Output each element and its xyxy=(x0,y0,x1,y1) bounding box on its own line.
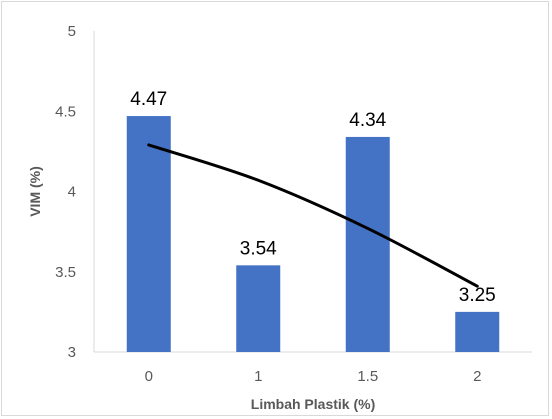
x-tick-label: 0 xyxy=(145,368,153,385)
y-tick-label: 3 xyxy=(68,344,76,361)
bars xyxy=(126,116,500,352)
y-axis-title: VIM (%) xyxy=(27,166,43,217)
trendline xyxy=(147,143,479,288)
data-label: 3.25 xyxy=(459,285,496,306)
y-tick-label: 3.5 xyxy=(55,264,76,281)
bar xyxy=(236,265,281,352)
y-axis-ticks: 3 3.5 4 4.5 5 xyxy=(55,23,76,361)
data-label: 3.54 xyxy=(240,238,277,259)
y-tick-label: 4 xyxy=(68,184,76,201)
data-label: 4.34 xyxy=(349,110,386,131)
x-tick-label: 1 xyxy=(254,368,262,385)
x-axis-ticks: 0 1 1.5 2 xyxy=(145,368,482,385)
y-tick-label: 4.5 xyxy=(55,103,76,120)
x-tick-label: 1.5 xyxy=(357,368,378,385)
data-labels: 4.47 3.54 4.34 3.25 xyxy=(130,89,495,306)
x-axis-title: Limbah Plastik (%) xyxy=(251,396,375,412)
x-tick-label: 2 xyxy=(473,368,481,385)
bar xyxy=(455,311,500,352)
bar xyxy=(126,116,171,352)
bar xyxy=(345,136,390,352)
data-label: 4.47 xyxy=(130,89,167,110)
y-tick-label: 5 xyxy=(68,23,76,40)
